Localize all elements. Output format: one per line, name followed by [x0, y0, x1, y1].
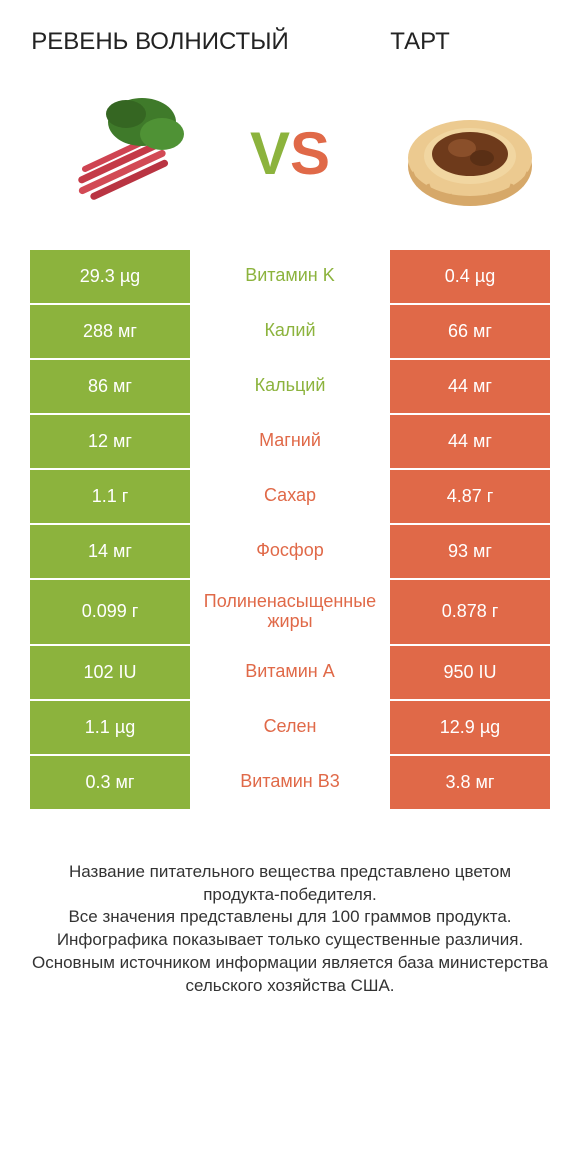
vs-s: S: [290, 120, 330, 187]
footer-line: Инфографика показывает только существенн…: [30, 929, 550, 952]
nutrient-name: Витамин B3: [190, 756, 390, 809]
table-row: 86 мгКальций44 мг: [30, 360, 550, 415]
nutrient-name: Полиненасыщенные жиры: [190, 580, 390, 644]
nutrient-name: Магний: [190, 415, 390, 468]
nutrient-name: Фосфор: [190, 525, 390, 578]
right-value: 66 мг: [390, 305, 550, 358]
right-value: 44 мг: [390, 360, 550, 413]
footer-line: Основным источником информации является …: [30, 952, 550, 998]
left-value: 12 мг: [30, 415, 190, 468]
nutrient-name: Витамин K: [190, 250, 390, 303]
nutrient-name: Кальций: [190, 360, 390, 413]
table-row: 288 мгКалий66 мг: [30, 305, 550, 360]
left-value: 288 мг: [30, 305, 190, 358]
footer-notes: Название питательного вещества представл…: [30, 861, 550, 999]
right-value: 950 IU: [390, 646, 550, 699]
table-row: 102 IUВитамин A950 IU: [30, 646, 550, 701]
table-row: 14 мгФосфор93 мг: [30, 525, 550, 580]
nutrient-name: Витамин A: [190, 646, 390, 699]
table-row: 1.1 µgСелен12.9 µg: [30, 701, 550, 756]
right-value: 12.9 µg: [390, 701, 550, 754]
left-product-title: РЕВЕНЬ ВОЛНИСТЫЙ: [30, 28, 290, 56]
vs-v: V: [250, 120, 290, 187]
tart-icon: [390, 84, 550, 224]
right-value: 93 мг: [390, 525, 550, 578]
left-product-image: [30, 84, 190, 224]
vs-row: VS: [0, 66, 580, 250]
left-value: 0.099 г: [30, 580, 190, 644]
right-value: 44 мг: [390, 415, 550, 468]
left-value: 14 мг: [30, 525, 190, 578]
rhubarb-icon: [30, 84, 190, 224]
left-value: 1.1 µg: [30, 701, 190, 754]
table-row: 29.3 µgВитамин K0.4 µg: [30, 250, 550, 305]
nutrient-name: Сахар: [190, 470, 390, 523]
footer-line: Название питательного вещества представл…: [30, 861, 550, 907]
left-value: 1.1 г: [30, 470, 190, 523]
table-row: 1.1 гСахар4.87 г: [30, 470, 550, 525]
right-value: 4.87 г: [390, 470, 550, 523]
right-product-image: [390, 84, 550, 224]
left-value: 0.3 мг: [30, 756, 190, 809]
header: РЕВЕНЬ ВОЛНИСТЫЙ ТАРТ: [0, 0, 580, 66]
footer-line: Все значения представлены для 100 граммо…: [30, 906, 550, 929]
right-value: 3.8 мг: [390, 756, 550, 809]
table-row: 0.099 гПолиненасыщенные жиры0.878 г: [30, 580, 550, 646]
left-value: 29.3 µg: [30, 250, 190, 303]
right-product-title: ТАРТ: [290, 28, 550, 56]
vs-label: VS: [250, 124, 330, 184]
right-value: 0.878 г: [390, 580, 550, 644]
table-row: 0.3 мгВитамин B33.8 мг: [30, 756, 550, 811]
left-value: 102 IU: [30, 646, 190, 699]
right-value: 0.4 µg: [390, 250, 550, 303]
left-value: 86 мг: [30, 360, 190, 413]
nutrient-name: Калий: [190, 305, 390, 358]
table-row: 12 мгМагний44 мг: [30, 415, 550, 470]
nutrient-table: 29.3 µgВитамин K0.4 µg288 мгКалий66 мг86…: [30, 250, 550, 811]
nutrient-name: Селен: [190, 701, 390, 754]
